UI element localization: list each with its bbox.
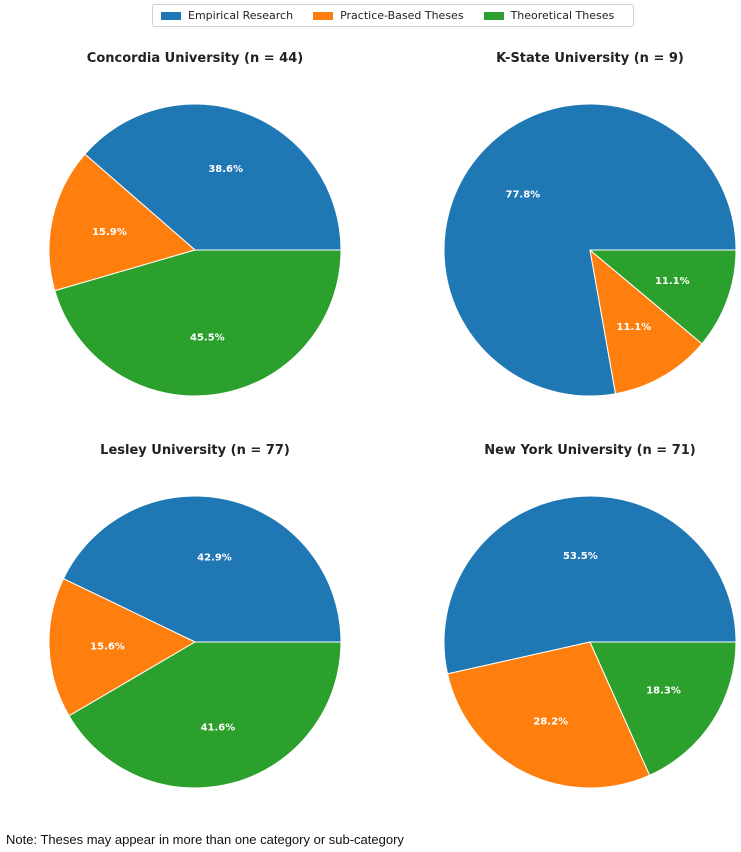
pie-slice-empirical xyxy=(62,495,342,643)
slice-label-practice: 11.1% xyxy=(617,322,652,333)
pie-slice-practice xyxy=(447,641,651,789)
slice-label-theoretical: 11.1% xyxy=(655,276,690,287)
legend-label-practice: Practice-Based Theses xyxy=(340,9,464,22)
legend-swatch-practice xyxy=(313,11,334,20)
pie-chart-3: Lesley University (n = 77) 42.9% 15.6% 41.6… xyxy=(48,443,342,789)
legend-item-empirical: Empirical Research xyxy=(161,9,293,22)
pie-slice-empirical xyxy=(443,495,737,675)
pie-slice-practice xyxy=(48,578,196,717)
pie-slice-theoretical xyxy=(54,249,342,397)
slice-label-empirical: 53.5% xyxy=(563,551,598,562)
legend-item-theoretical: Theoretical Theses xyxy=(483,9,615,22)
pie-slice-practice xyxy=(48,153,196,292)
pie-slice-theoretical xyxy=(589,641,737,776)
legend: Empirical Research Practice-Based Theses… xyxy=(152,4,634,27)
legend-label-empirical: Empirical Research xyxy=(188,9,294,22)
slice-label-empirical: 77.8% xyxy=(506,190,541,201)
slice-label-theoretical: 41.6% xyxy=(201,723,236,734)
slice-label-practice: 28.2% xyxy=(533,716,568,727)
chart-title: Lesley University (n = 77) xyxy=(100,443,290,458)
pie-slice-theoretical xyxy=(589,249,737,345)
pie-slice-practice xyxy=(589,249,703,395)
legend-swatch-theoretical xyxy=(483,11,504,20)
chart-title: New York University (n = 71) xyxy=(484,443,696,458)
pie-chart-2: K-State University (n = 9) 77.8% 11.1% 11.1… xyxy=(443,51,737,397)
chart-title: K-State University (n = 9) xyxy=(496,51,684,66)
legend-swatch-empirical xyxy=(161,11,181,20)
slice-label-empirical: 38.6% xyxy=(208,164,243,175)
pie-chart-4: New York University (n = 71) 53.5% 28.2% 18… xyxy=(443,443,737,789)
slice-label-theoretical: 45.5% xyxy=(190,333,225,344)
legend-item-practice: Practice-Based Theses xyxy=(313,9,464,22)
slice-label-practice: 15.6% xyxy=(90,642,125,653)
footnote: Note: Theses may appear in more than one… xyxy=(6,832,404,847)
pie-charts-figure: Concordia University (n = 44) 38.6% 15.9% 4… xyxy=(48,51,737,789)
slice-label-theoretical: 18.3% xyxy=(646,686,681,697)
chart-title: Concordia University (n = 44) xyxy=(87,51,303,66)
pie-slice-empirical xyxy=(84,103,342,251)
slice-label-empirical: 42.9% xyxy=(197,553,232,564)
pie-chart-1: Concordia University (n = 44) 38.6% 15.9% 4… xyxy=(48,51,342,397)
pie-slice-theoretical xyxy=(68,641,342,789)
slice-label-practice: 15.9% xyxy=(92,227,127,238)
legend-label-theoretical: Theoretical Theses xyxy=(510,9,615,22)
